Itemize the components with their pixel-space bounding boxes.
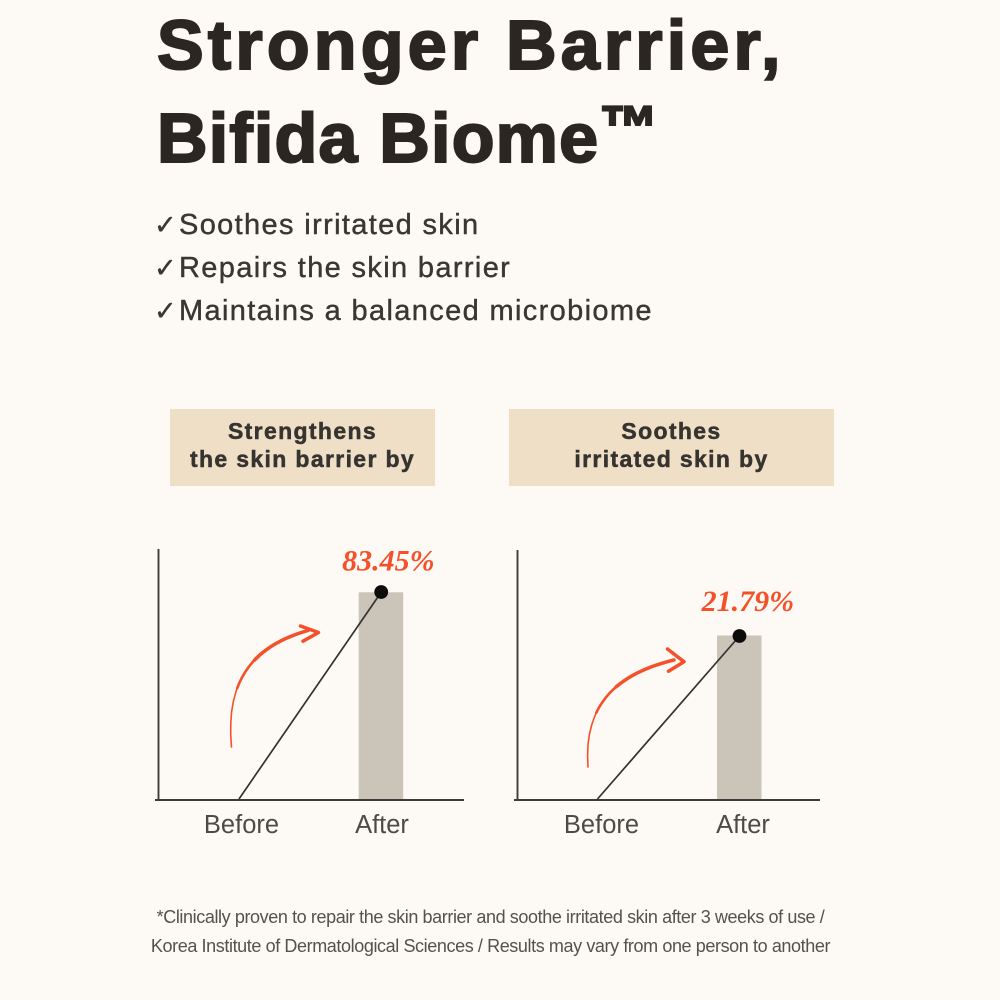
svg-text:83.45%: 83.45% [342,545,435,578]
svg-text:Before: Before [564,811,639,839]
svg-text:After: After [355,811,409,839]
svg-text:21.79%: 21.79% [701,585,795,618]
svg-text:Before: Before [204,811,279,839]
svg-text:After: After [716,811,770,839]
